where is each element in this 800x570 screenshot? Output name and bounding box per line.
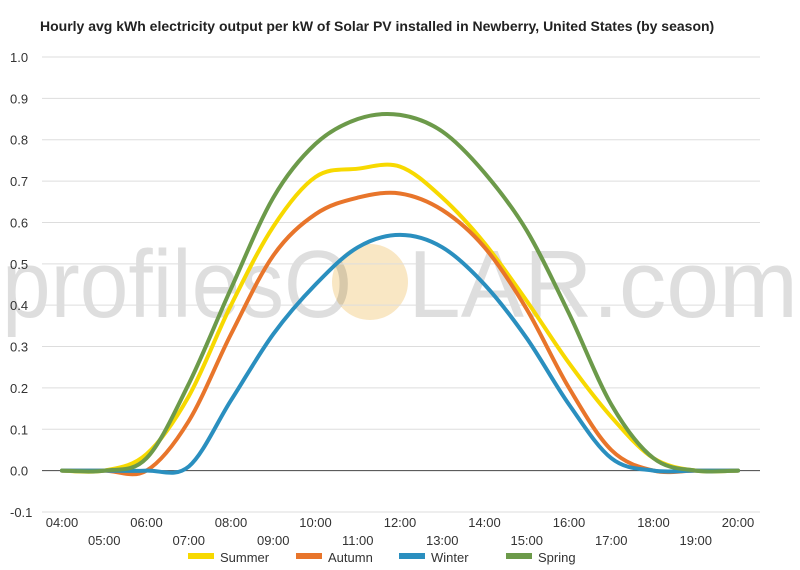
y-tick-label: 0.3	[10, 340, 28, 355]
y-tick-label: 0.6	[10, 215, 28, 230]
legend-swatch	[506, 553, 532, 559]
legend-label: Autumn	[328, 550, 373, 565]
series-line-autumn	[60, 190, 740, 477]
y-tick-label: 0.7	[10, 174, 28, 189]
y-tick-label: 0.0	[10, 464, 28, 479]
y-axis-ticks: 1.0 0.9 0.8 0.7 0.6 0.5 0.4 0.3 0.2 0.1 0.0 -0.1	[10, 50, 32, 520]
x-tick-label: 18:00	[637, 515, 670, 530]
series-line-spring	[60, 111, 740, 474]
y-tick-label: 0.1	[10, 422, 28, 437]
x-tick-label: 07:00	[172, 533, 205, 548]
y-tick-label: 0.4	[10, 298, 28, 313]
series-line-winter	[60, 232, 740, 475]
legend-swatch	[296, 553, 322, 559]
y-tick-label: 1.0	[10, 50, 28, 65]
series-lines	[60, 111, 740, 477]
watermark-text-right: LAR.com	[408, 231, 798, 338]
y-tick-label: 0.9	[10, 91, 28, 106]
legend-swatch	[188, 553, 214, 559]
y-tick-label: 0.5	[10, 257, 28, 272]
legend-label: Summer	[220, 550, 270, 565]
x-tick-label: 04:00	[46, 515, 79, 530]
x-tick-label: 13:00	[426, 533, 459, 548]
watermark-text-left: profilesO	[2, 231, 352, 338]
x-tick-label: 05:00	[88, 533, 121, 548]
chart-title: Hourly avg kWh electricity output per kW…	[40, 18, 715, 34]
x-tick-label: 06:00	[130, 515, 163, 530]
x-tick-label: 15:00	[510, 533, 543, 548]
x-tick-label: 09:00	[257, 533, 290, 548]
legend-swatch	[399, 553, 425, 559]
x-tick-label: 11:00	[342, 533, 374, 548]
x-tick-label: 10:00	[299, 515, 332, 530]
x-tick-label: 12:00	[384, 515, 417, 530]
x-tick-label: 08:00	[215, 515, 248, 530]
legend-label: Winter	[431, 550, 469, 565]
x-tick-label: 20:00	[722, 515, 755, 530]
y-tick-label: -0.1	[10, 505, 32, 520]
legend: Summer Autumn Winter Spring	[188, 550, 576, 565]
x-axis-ticks: 04:00 05:00 06:00 07:00 08:00 09:00 10:00 11:00…	[46, 515, 755, 548]
y-tick-label: 0.2	[10, 381, 28, 396]
watermark-sun-icon	[332, 244, 408, 320]
y-tick-label: 0.8	[10, 133, 28, 148]
x-tick-label: 14:00	[468, 515, 501, 530]
legend-label: Spring	[538, 550, 576, 565]
x-tick-label: 16:00	[553, 515, 586, 530]
watermark: profilesO LAR.com	[2, 231, 798, 338]
series-line-summer	[60, 162, 740, 474]
x-tick-label: 19:00	[679, 533, 712, 548]
x-tick-label: 17:00	[595, 533, 628, 548]
